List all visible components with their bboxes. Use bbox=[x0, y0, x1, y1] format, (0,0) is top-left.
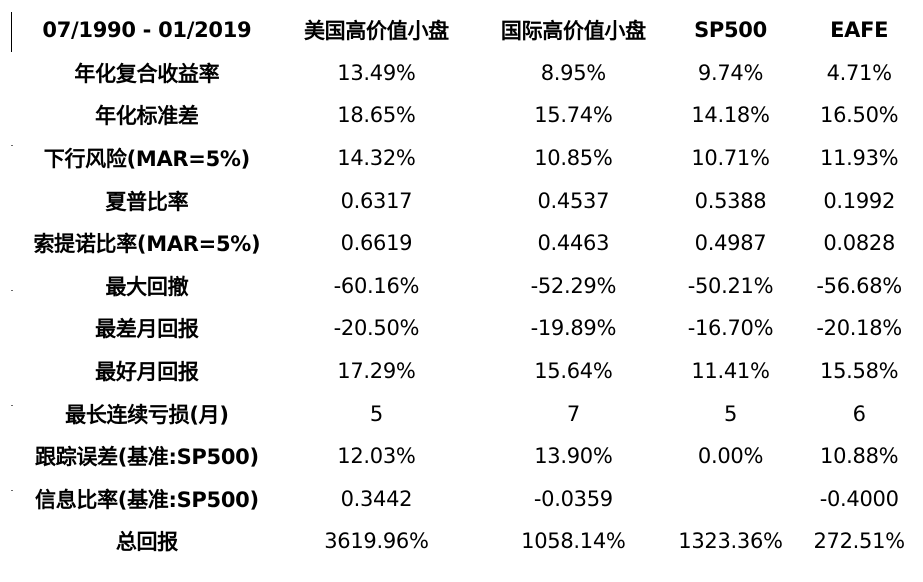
cell-value: 6 bbox=[852, 401, 866, 426]
cell-value: 18.65% bbox=[337, 103, 416, 128]
header-eafe: EAFE bbox=[830, 18, 889, 43]
header-sp500: SP500 bbox=[694, 18, 767, 43]
row-label: 最差月回报 bbox=[95, 317, 199, 342]
cell-value: 0.4463 bbox=[537, 231, 610, 256]
header-intl-small-value: 国际高价值小盘 bbox=[500, 19, 646, 44]
row-label: 最长连续亏损(月) bbox=[65, 402, 229, 427]
cell-value: 0.6317 bbox=[340, 188, 413, 213]
table-row: 最大回撤 -60.16% -52.29% -50.21% -56.68% bbox=[22, 265, 923, 308]
cell-value: 4.71% bbox=[826, 60, 893, 85]
table-row: 索提诺比率(MAR=5%) 0.6619 0.4463 0.4987 0.082… bbox=[22, 222, 923, 265]
cell-value: 10.71% bbox=[691, 146, 770, 171]
cell-value: 272.51% bbox=[813, 529, 906, 554]
cell-value bbox=[666, 478, 796, 521]
cell-value: -0.4000 bbox=[819, 486, 899, 511]
table-row: 最好月回报 17.29% 15.64% 11.41% 15.58% bbox=[22, 350, 923, 393]
cell-value: -56.68% bbox=[816, 273, 902, 298]
performance-comparison-table: 07/1990 - 01/2019 美国高价值小盘 国际高价值小盘 SP500 … bbox=[22, 9, 923, 563]
cell-value: -19.89% bbox=[530, 316, 617, 341]
cell-value: 8.95% bbox=[540, 60, 607, 85]
row-label: 信息比率(基准:SP500) bbox=[35, 487, 259, 512]
cell-value: 11.93% bbox=[820, 146, 899, 171]
row-label: 年化复合收益率 bbox=[74, 61, 220, 86]
cell-value: -20.18% bbox=[816, 316, 902, 341]
cell-value: -52.29% bbox=[530, 273, 617, 298]
left-tick-mark bbox=[11, 405, 13, 406]
cell-value: 12.03% bbox=[337, 444, 416, 469]
cell-value: -50.21% bbox=[687, 273, 774, 298]
header-us-small-value: 美国高价值小盘 bbox=[303, 19, 449, 44]
table-row: 年化复合收益率 13.49% 8.95% 9.74% 4.71% bbox=[22, 52, 923, 95]
cell-value: 0.1992 bbox=[823, 188, 896, 213]
cell-value: -20.50% bbox=[333, 316, 420, 341]
cell-value: 14.18% bbox=[691, 103, 770, 128]
table-row: 最差月回报 -20.50% -19.89% -16.70% -20.18% bbox=[22, 307, 923, 350]
table-row: 年化标准差 18.65% 15.74% 14.18% 16.50% bbox=[22, 94, 923, 137]
left-tick-mark bbox=[11, 290, 13, 291]
row-label: 跟踪误差(基准:SP500) bbox=[35, 445, 259, 470]
row-label: 索提诺比率(MAR=5%) bbox=[33, 232, 261, 257]
cell-value: 14.32% bbox=[337, 146, 416, 171]
cell-value: -16.70% bbox=[687, 316, 774, 341]
cell-value: 0.4537 bbox=[537, 188, 610, 213]
cell-value: 10.88% bbox=[820, 444, 899, 469]
cell-value: 13.90% bbox=[534, 444, 613, 469]
cell-value: 9.74% bbox=[697, 60, 764, 85]
table-row: 夏普比率 0.6317 0.4537 0.5388 0.1992 bbox=[22, 179, 923, 222]
table-row: 最长连续亏损(月) 5 7 5 6 bbox=[22, 392, 923, 435]
cell-value: 0.4987 bbox=[694, 231, 767, 256]
table-row: 总回报 3619.96% 1058.14% 1323.36% 272.51% bbox=[22, 520, 923, 563]
cell-value: 17.29% bbox=[337, 359, 416, 384]
cell-value: 16.50% bbox=[820, 103, 899, 128]
cell-value: 5 bbox=[369, 401, 383, 426]
cell-value: 0.5388 bbox=[694, 188, 767, 213]
cell-value: 0.6619 bbox=[340, 231, 413, 256]
cell-value: 10.85% bbox=[534, 146, 613, 171]
cell-value: -60.16% bbox=[333, 273, 420, 298]
cell-value: 3619.96% bbox=[324, 529, 429, 554]
row-label: 总回报 bbox=[115, 530, 178, 555]
row-label: 最好月回报 bbox=[95, 360, 199, 385]
left-border-line bbox=[11, 12, 12, 52]
cell-value: 15.74% bbox=[534, 103, 613, 128]
cell-value: -0.0359 bbox=[533, 486, 613, 511]
row-label: 最大回撤 bbox=[105, 274, 189, 299]
cell-value: 13.49% bbox=[337, 60, 416, 85]
row-label: 夏普比率 bbox=[105, 189, 189, 214]
header-row: 07/1990 - 01/2019 美国高价值小盘 国际高价值小盘 SP500 … bbox=[22, 9, 923, 52]
left-tick-mark bbox=[11, 145, 13, 146]
cell-value: 7 bbox=[566, 401, 580, 426]
cell-value: 11.41% bbox=[691, 359, 770, 384]
cell-value: 0.0828 bbox=[823, 231, 896, 256]
cell-value: 0.00% bbox=[697, 444, 764, 469]
header-period: 07/1990 - 01/2019 bbox=[42, 18, 252, 43]
table-row: 信息比率(基准:SP500) 0.3442 -0.0359 -0.4000 bbox=[22, 478, 923, 521]
table-row: 跟踪误差(基准:SP500) 12.03% 13.90% 0.00% 10.88… bbox=[22, 435, 923, 478]
row-label: 下行风险(MAR=5%) bbox=[43, 147, 250, 172]
cell-value: 5 bbox=[723, 401, 738, 426]
cell-value: 1058.14% bbox=[521, 529, 626, 554]
cell-value: 1323.36% bbox=[678, 529, 783, 554]
left-tick-mark bbox=[11, 490, 13, 491]
cell-value: 15.64% bbox=[534, 359, 613, 384]
row-label: 年化标准差 bbox=[95, 104, 199, 129]
cell-value: 0.3442 bbox=[340, 486, 413, 511]
table-row: 下行风险(MAR=5%) 14.32% 10.85% 10.71% 11.93% bbox=[22, 137, 923, 180]
cell-value: 15.58% bbox=[820, 359, 899, 384]
